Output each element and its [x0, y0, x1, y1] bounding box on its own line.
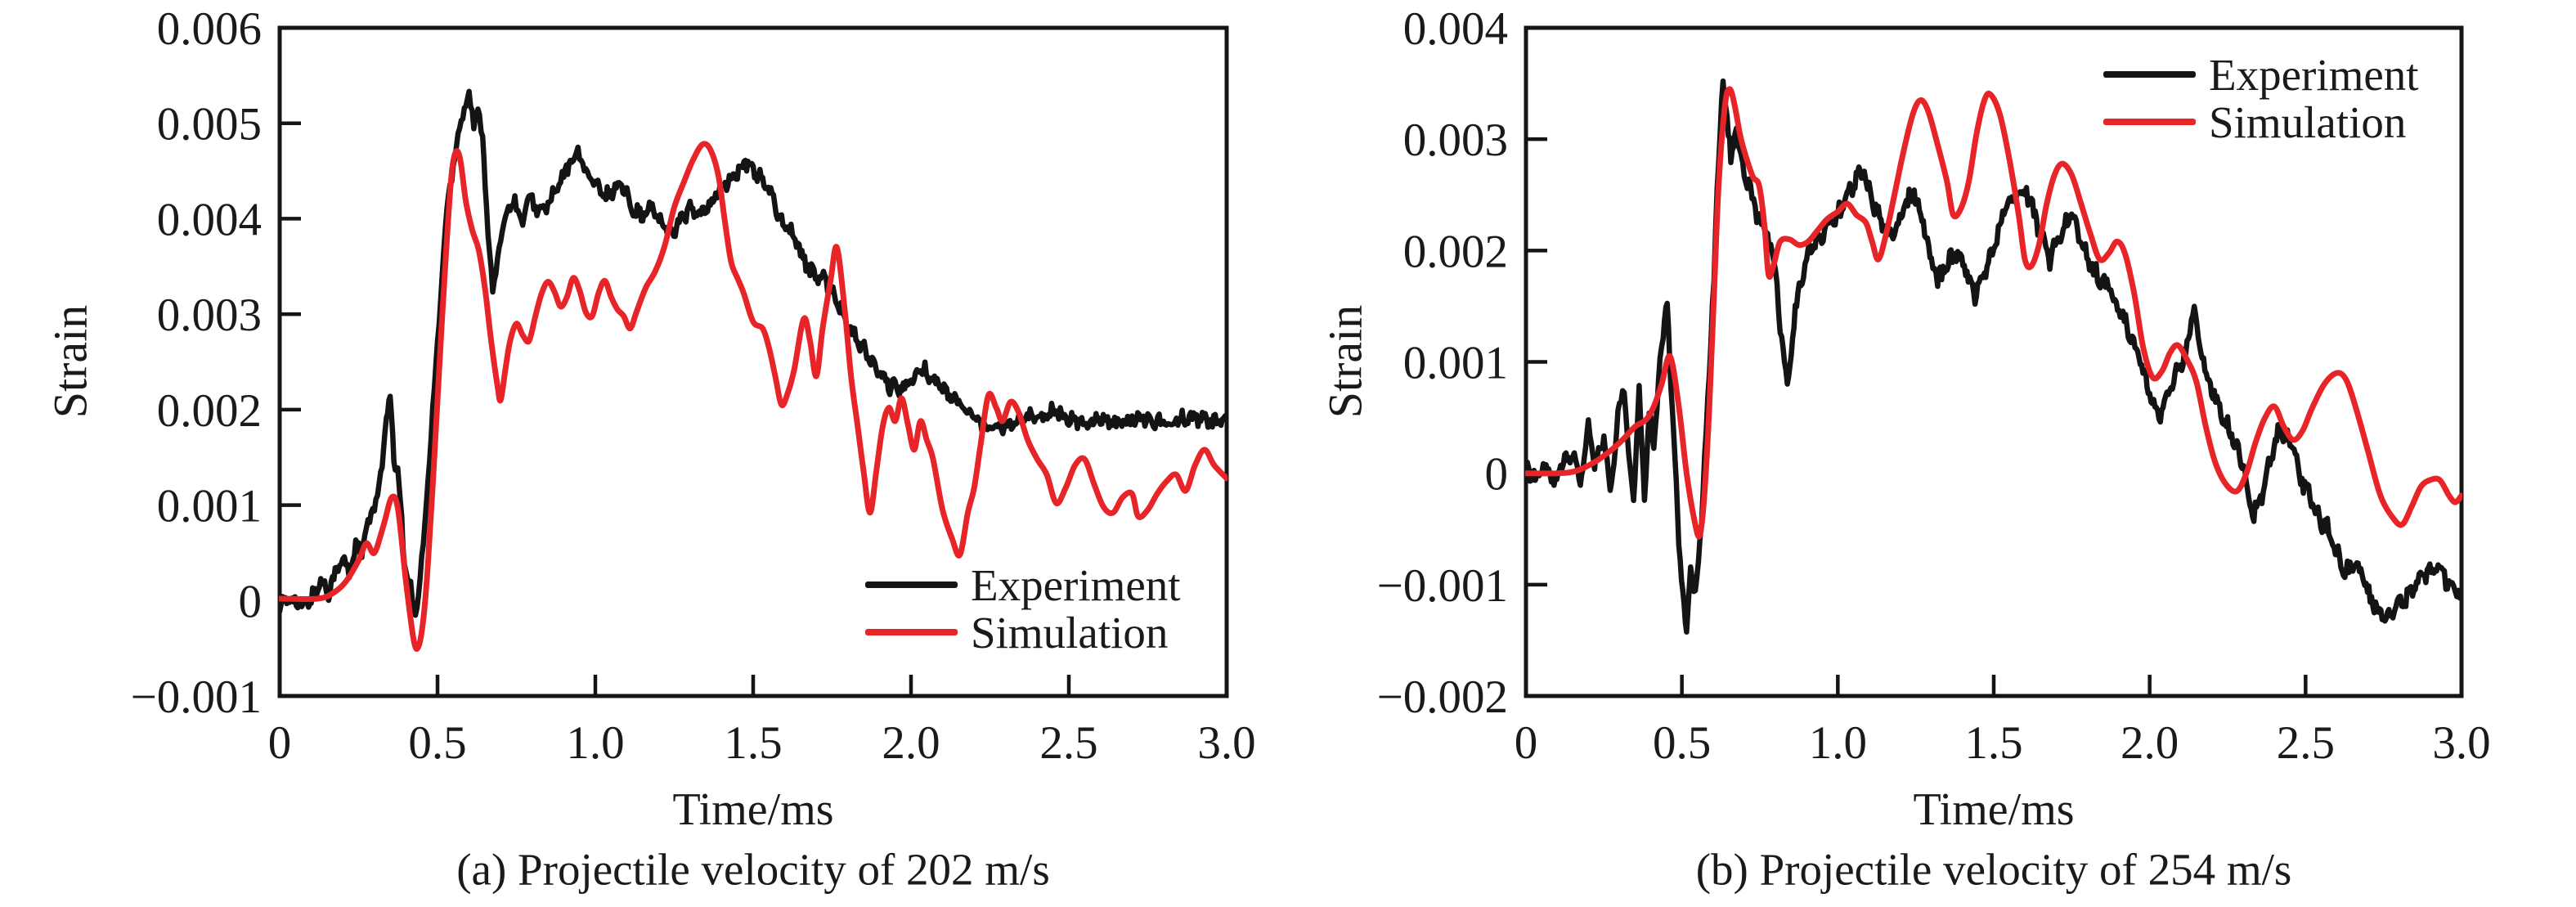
- x-tick-label: 1.0: [1809, 717, 1867, 769]
- x-tick-label: 1.5: [1964, 717, 2022, 769]
- chart-a-caption: (a) Projectile velocity of 202 m/s: [456, 844, 1050, 895]
- y-tick-label: 0.001: [1403, 338, 1508, 389]
- chart-a-simulation-curve: [279, 141, 1227, 652]
- x-tick-label: 1.5: [724, 717, 782, 769]
- experiment-line-swatch: [865, 581, 958, 588]
- chart-b-legend-experiment: Experiment: [2103, 51, 2419, 98]
- x-tick-label: 0.5: [408, 717, 466, 769]
- simulation-line-swatch: [2103, 119, 2196, 125]
- experiment-line-swatch: [2103, 71, 2196, 78]
- x-tick-label: 2.5: [2277, 717, 2335, 769]
- chart-b-y-axis-label: Strain: [1318, 304, 1372, 419]
- chart-b-group: 0 0.5 1.0 1.5 2.0 2.5 3.0 −0.002 −0.001 0 0.001 0.0…: [1377, 3, 2491, 769]
- y-tick-label: 0: [239, 576, 263, 627]
- y-tick-label: −0.001: [1377, 560, 1508, 612]
- legend-label: Simulation: [2209, 97, 2407, 147]
- y-tick-label: −0.001: [131, 671, 262, 723]
- chart-a-legend-simulation: Simulation: [865, 608, 1181, 656]
- chart-b-legend-simulation: Simulation: [2103, 98, 2419, 146]
- chart-a-legend: Experiment Simulation: [865, 561, 1181, 656]
- chart-b-caption: (b) Projectile velocity of 254 m/s: [1695, 844, 2292, 895]
- y-tick-label: 0.001: [157, 481, 262, 532]
- chart-b-simulation-curve: [1525, 86, 2462, 540]
- chart-a-x-axis-label: Time/ms: [672, 784, 834, 835]
- y-tick-label: 0.006: [157, 3, 262, 55]
- y-tick-label: 0.004: [1403, 3, 1508, 55]
- chart-b-legend: Experiment Simulation: [2103, 51, 2419, 146]
- y-tick-label: 0.002: [157, 385, 262, 437]
- chart-a-group: 0 0.5 1.0 1.5 2.0 2.5 3.0−0.00100.0010.0020.00…: [131, 3, 1256, 769]
- chart-a-legend-experiment: Experiment: [865, 561, 1181, 608]
- chart-a-y-axis-label: Strain: [43, 304, 97, 419]
- x-tick-label: 0.5: [1653, 717, 1711, 769]
- x-tick-label: 2.0: [882, 717, 940, 769]
- simulation-line-swatch: [865, 629, 958, 635]
- chart-a-experiment-curve: [279, 88, 1227, 618]
- x-tick-label: 0: [268, 717, 292, 769]
- legend-label: Experiment: [971, 559, 1181, 610]
- x-tick-label: 1.0: [566, 717, 624, 769]
- chart-b-x-axis-label: Time/ms: [1913, 784, 2075, 835]
- y-tick-label: 0.002: [1403, 226, 1508, 277]
- x-tick-label: 2.0: [2120, 717, 2179, 769]
- legend-label: Experiment: [2209, 49, 2419, 100]
- y-tick-label: 0.003: [157, 290, 262, 341]
- y-tick-label: −0.002: [1377, 671, 1508, 723]
- y-tick-label: 0.005: [157, 99, 262, 150]
- legend-label: Simulation: [971, 607, 1169, 658]
- x-tick-label: 3.0: [2432, 717, 2490, 769]
- y-tick-label: 0.004: [157, 194, 262, 245]
- x-tick-label: 3.0: [1197, 717, 1255, 769]
- chart-b-experiment-curve: [1525, 78, 2462, 635]
- y-tick-label: 0.003: [1403, 114, 1508, 166]
- y-tick-label: 0: [1485, 449, 1509, 501]
- x-tick-label: 2.5: [1039, 717, 1097, 769]
- x-tick-label: 0: [1515, 717, 1538, 769]
